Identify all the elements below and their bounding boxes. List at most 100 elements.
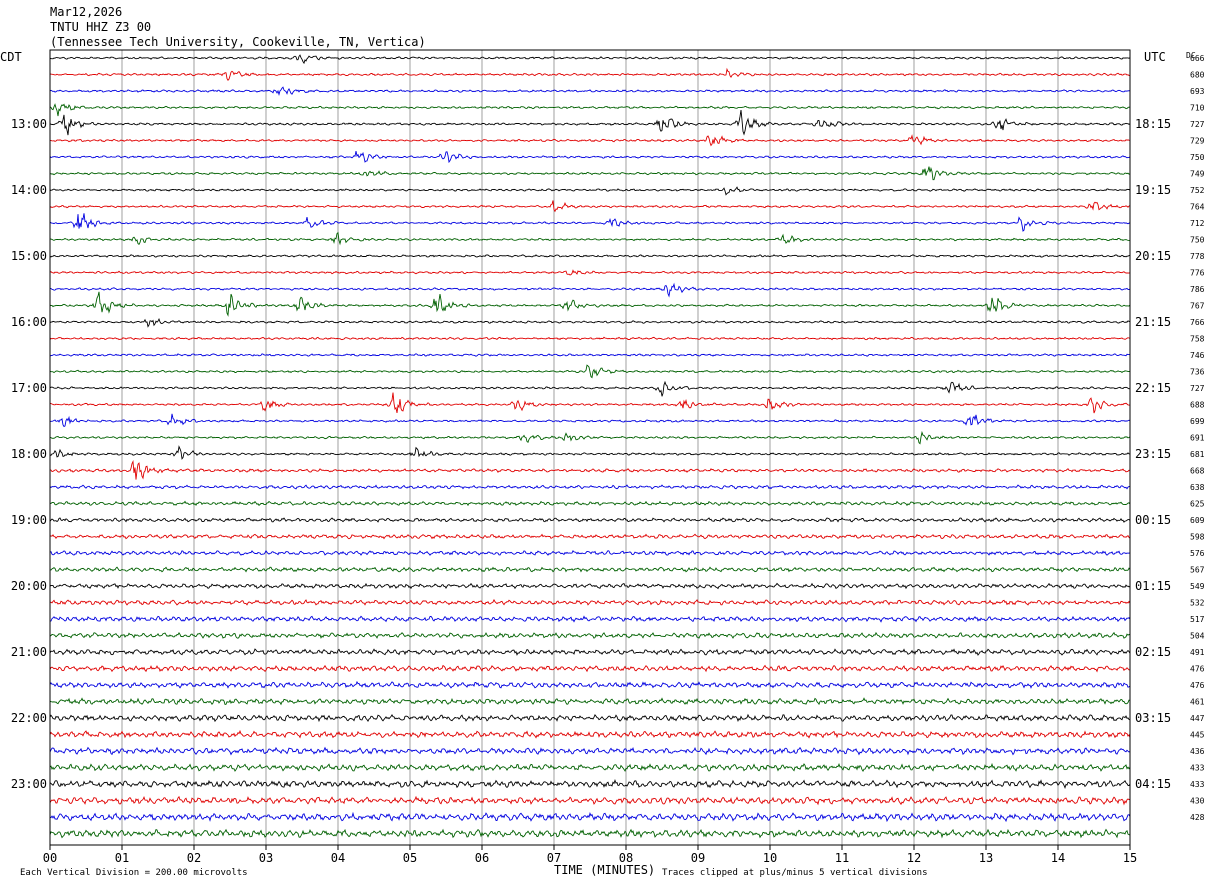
trace-row-23 xyxy=(49,430,1131,445)
dc-value: 428 xyxy=(1190,813,1205,822)
dc-value: 517 xyxy=(1190,615,1205,624)
trace-row-36 xyxy=(49,648,1131,656)
left-hour-label: 18:00 xyxy=(11,447,47,461)
dc-value: 681 xyxy=(1190,450,1205,459)
x-axis-label: TIME (MINUTES) xyxy=(554,863,655,877)
dc-value: 758 xyxy=(1190,335,1205,344)
dc-value: 764 xyxy=(1190,203,1205,212)
trace-row-28 xyxy=(49,517,1131,523)
trace-row-9 xyxy=(49,200,1131,213)
dc-value: 436 xyxy=(1190,747,1205,756)
dc-value: 445 xyxy=(1190,731,1205,740)
dc-value: 666 xyxy=(1190,54,1205,63)
left-hour-label: 19:00 xyxy=(11,513,47,527)
x-tick-label: 14 xyxy=(1051,851,1065,865)
dc-value: 727 xyxy=(1190,120,1205,129)
trace-row-7 xyxy=(49,166,1131,181)
dc-value: 752 xyxy=(1190,186,1205,195)
clip-note: Traces clipped at plus/minus 5 vertical … xyxy=(662,868,928,878)
trace-row-46 xyxy=(49,811,1131,823)
trace-row-25 xyxy=(49,459,1131,480)
left-hour-label: 13:00 xyxy=(11,117,47,131)
x-tick-label: 11 xyxy=(835,851,849,865)
seismic-traces xyxy=(49,54,1131,839)
dc-value: 729 xyxy=(1190,137,1205,146)
trace-row-0 xyxy=(49,54,1131,65)
dc-value: 688 xyxy=(1190,401,1205,410)
trace-row-38 xyxy=(49,680,1131,689)
dc-value: 786 xyxy=(1190,285,1205,294)
right-hour-label: 00:15 xyxy=(1135,513,1171,527)
dc-value: 691 xyxy=(1190,434,1205,443)
dc-value: 567 xyxy=(1190,566,1205,575)
trace-row-21 xyxy=(49,392,1131,414)
dc-value: 776 xyxy=(1190,269,1205,278)
trace-row-37 xyxy=(49,664,1131,673)
right-hour-label: 18:15 xyxy=(1135,117,1171,131)
left-hour-label: 21:00 xyxy=(11,645,47,659)
trace-row-19 xyxy=(49,364,1131,379)
x-tick-label: 00 xyxy=(43,851,57,865)
dc-value: 710 xyxy=(1190,104,1205,113)
left-hour-label: 20:00 xyxy=(11,579,47,593)
dc-value: 476 xyxy=(1190,681,1205,690)
dc-value: 767 xyxy=(1190,302,1205,311)
trace-row-12 xyxy=(49,254,1131,258)
left-hour-label: 14:00 xyxy=(11,183,47,197)
dc-value: 433 xyxy=(1190,780,1205,789)
right-hour-label: 03:15 xyxy=(1135,711,1171,725)
dc-value: 625 xyxy=(1190,500,1205,509)
dc-value: 727 xyxy=(1190,384,1205,393)
dc-offset-labels: 666 680 693 710 727 729 750 749 752 764 712 750 778 7… xyxy=(1190,54,1205,822)
x-tick-label: 01 xyxy=(115,851,129,865)
x-tick-label: 07 xyxy=(547,851,561,865)
dc-value: 638 xyxy=(1190,483,1205,492)
dc-value: 736 xyxy=(1190,368,1205,377)
right-hour-label: 04:15 xyxy=(1135,777,1171,791)
dc-value: 699 xyxy=(1190,417,1205,426)
x-tick-label: 12 xyxy=(907,851,921,865)
dc-value: 749 xyxy=(1190,170,1205,179)
trace-row-11 xyxy=(49,231,1131,246)
trace-row-13 xyxy=(49,269,1131,276)
dc-value: 476 xyxy=(1190,665,1205,674)
right-hour-label: 02:15 xyxy=(1135,645,1171,659)
dc-value: 778 xyxy=(1190,252,1205,261)
plot-frame xyxy=(49,49,1131,846)
trace-row-22 xyxy=(49,413,1131,428)
trace-row-5 xyxy=(49,134,1131,147)
trace-row-8 xyxy=(49,186,1131,196)
right-hour-label: 22:15 xyxy=(1135,381,1171,395)
dc-value: 598 xyxy=(1190,533,1205,542)
left-timezone: CDT xyxy=(0,50,22,64)
trace-row-33 xyxy=(49,598,1131,606)
trace-row-31 xyxy=(49,566,1131,573)
trace-row-1 xyxy=(49,67,1131,81)
trace-row-29 xyxy=(49,533,1131,540)
trace-row-40 xyxy=(49,713,1131,723)
trace-row-32 xyxy=(49,582,1131,590)
trace-row-30 xyxy=(49,549,1131,556)
dc-value: 447 xyxy=(1190,714,1205,723)
scale-note: Each Vertical Division = 200.00 microvol… xyxy=(20,868,248,878)
x-tick-label: 15 xyxy=(1123,851,1137,865)
dc-value: 433 xyxy=(1190,764,1205,773)
trace-row-43 xyxy=(49,762,1131,772)
right-timezone: UTC xyxy=(1144,50,1166,64)
dc-value: 491 xyxy=(1190,648,1205,657)
trace-row-14 xyxy=(49,282,1131,298)
left-hour-label: 17:00 xyxy=(11,381,47,395)
right-hour-label: 23:15 xyxy=(1135,447,1171,461)
x-tick-label: 05 xyxy=(403,851,417,865)
header-station: TNTU HHZ Z3 00 xyxy=(50,20,151,34)
dc-value: 549 xyxy=(1190,582,1205,591)
left-hour-label: 23:00 xyxy=(11,777,47,791)
minute-gridlines xyxy=(121,50,1059,845)
trace-row-15 xyxy=(49,291,1131,317)
dc-value: 746 xyxy=(1190,351,1205,360)
x-tick-label: 13 xyxy=(979,851,993,865)
right-hour-label: 20:15 xyxy=(1135,249,1171,263)
header-date: Mar12,2026 xyxy=(50,5,122,19)
trace-row-27 xyxy=(49,500,1131,507)
dc-value: 576 xyxy=(1190,549,1205,558)
